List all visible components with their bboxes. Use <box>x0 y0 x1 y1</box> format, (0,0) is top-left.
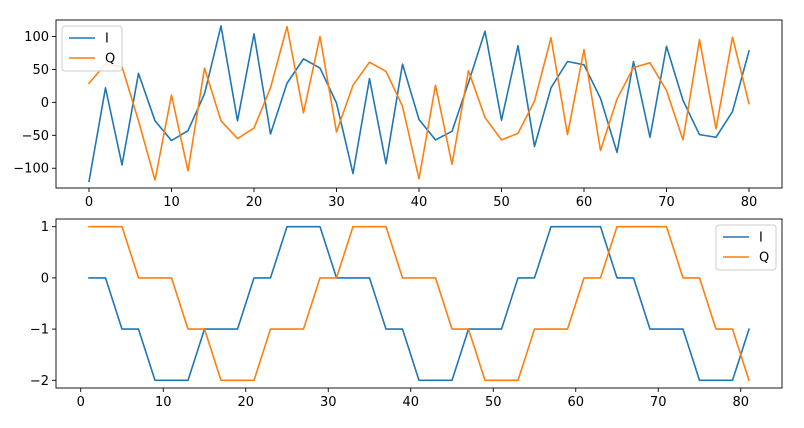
y-tick-label: −100 <box>13 162 49 177</box>
legend-label-i: I <box>759 231 763 246</box>
series-line-q <box>88 225 751 382</box>
series-line-q <box>87 25 750 181</box>
y-tick-label: −50 <box>22 129 49 144</box>
axes-frame <box>55 218 783 389</box>
series-line-i <box>88 225 751 382</box>
y-tick-label: 100 <box>24 30 49 45</box>
x-tick-label: 80 <box>732 395 749 410</box>
bottom-plot: 0 10 20 30 40 50 60 70 80 −2 −1 0 1 IQ <box>30 218 783 410</box>
x-tick-label: 0 <box>85 195 93 210</box>
x-tick-label: 40 <box>402 395 419 410</box>
top-plot: 0 10 20 30 40 50 60 70 80 −100 −50 0 50 100 IQ <box>13 19 783 210</box>
x-tick-label: 60 <box>567 395 584 410</box>
x-tick-label: 20 <box>246 195 263 210</box>
legend: IQ <box>715 224 777 271</box>
x-tick-label: 60 <box>576 195 593 210</box>
y-tick-label: 0 <box>41 271 49 286</box>
legend: IQ <box>61 25 123 72</box>
y-tick-label: 1 <box>41 220 49 235</box>
x-tick-label: 70 <box>650 395 667 410</box>
legend-label-q: Q <box>759 251 769 266</box>
y-tick-label: −2 <box>30 374 49 389</box>
legend-label-i: I <box>105 32 109 47</box>
x-tick-label: 10 <box>163 195 180 210</box>
y-tick-label: 0 <box>41 96 49 111</box>
x-tick-label: 80 <box>741 195 758 210</box>
legend-label-q: Q <box>105 52 115 67</box>
y-tick-label: −1 <box>30 323 49 338</box>
x-tick-label: 30 <box>320 395 337 410</box>
x-tick-label: 30 <box>328 195 345 210</box>
x-tick-label: 10 <box>155 395 172 410</box>
x-tick-label: 0 <box>77 395 85 410</box>
y-tick-label: 50 <box>32 63 49 78</box>
x-tick-label: 20 <box>237 395 254 410</box>
x-tick-label: 50 <box>485 395 502 410</box>
x-tick-label: 70 <box>658 195 675 210</box>
x-tick-label: 40 <box>411 195 428 210</box>
x-tick-label: 50 <box>493 195 510 210</box>
